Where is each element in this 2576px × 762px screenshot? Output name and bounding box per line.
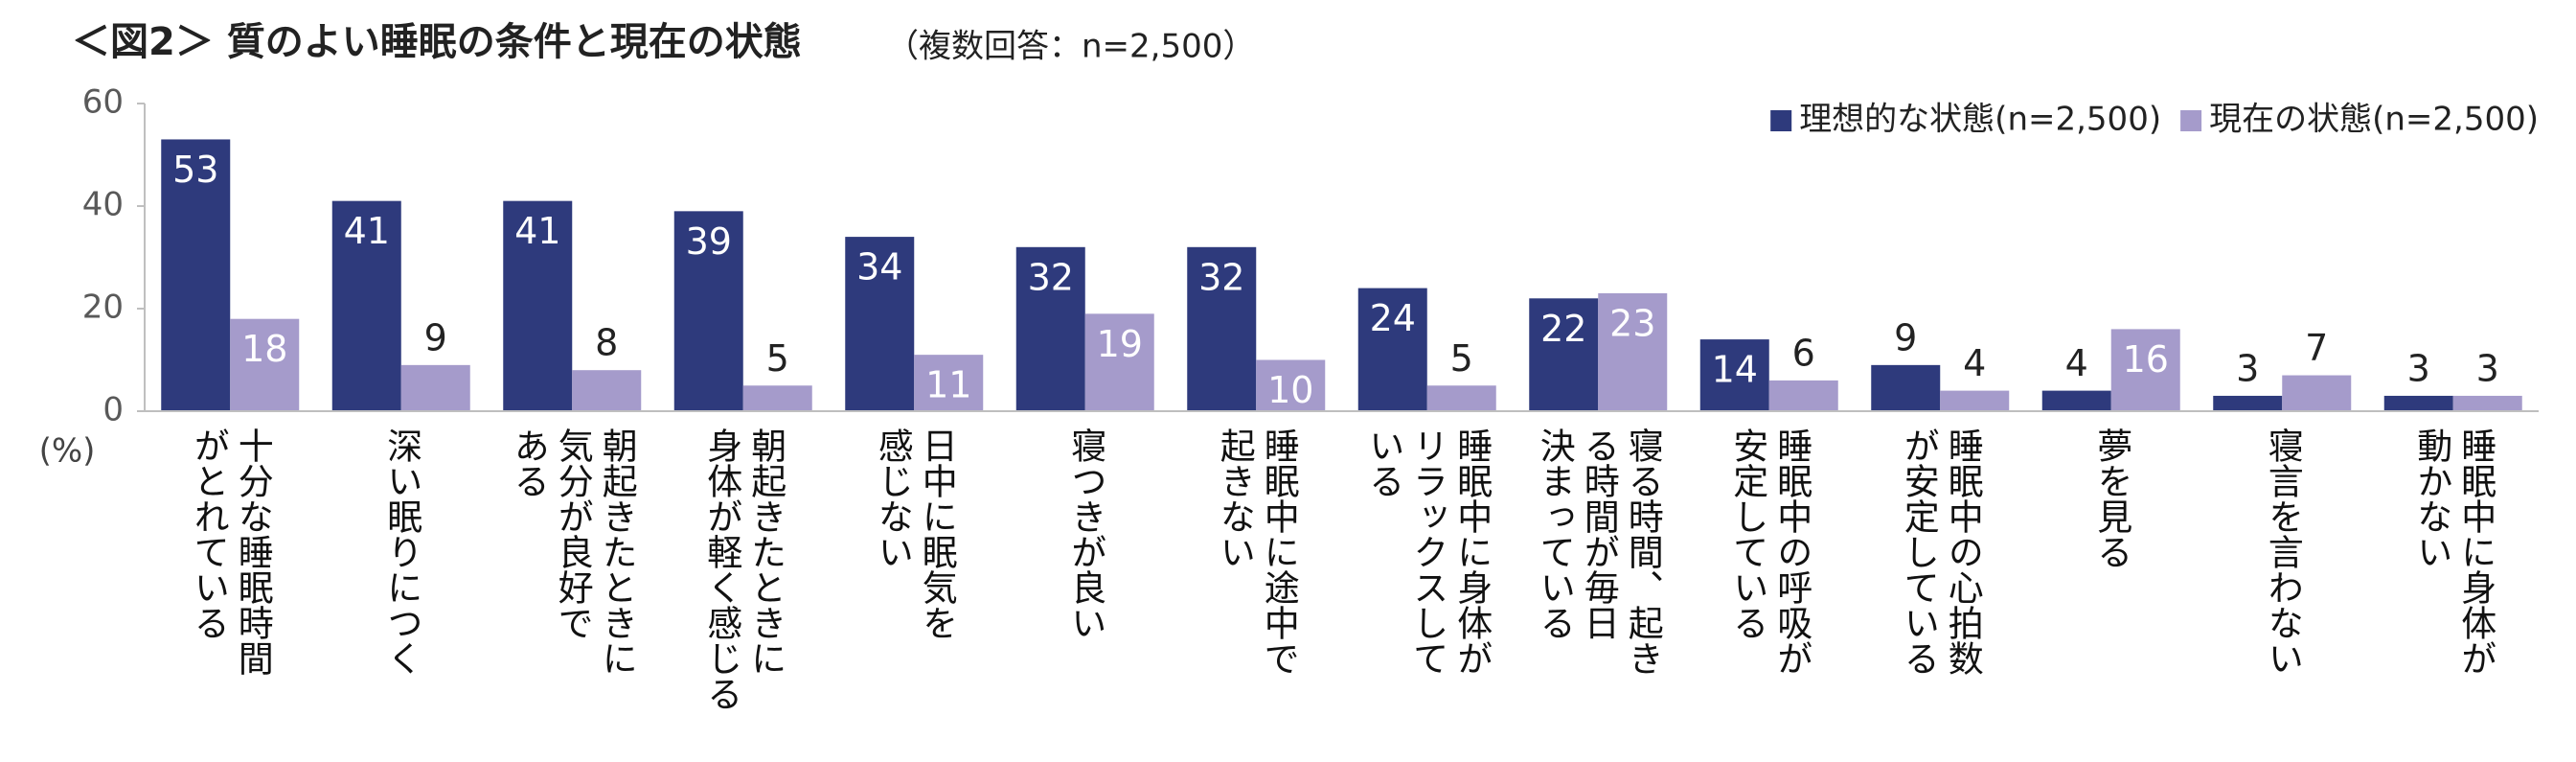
data-label: 14 bbox=[1712, 349, 1758, 391]
bar bbox=[845, 237, 915, 411]
x-tick-label: 朝起きたときに 気分が良好で ある bbox=[508, 427, 638, 676]
x-tick-label: 日中に眠気を 感じない bbox=[872, 427, 958, 640]
bar bbox=[1256, 359, 1326, 411]
data-label: 6 bbox=[1792, 332, 1815, 374]
bar bbox=[331, 200, 401, 411]
y-unit: (%) bbox=[39, 432, 96, 471]
bar bbox=[2282, 375, 2352, 411]
bar bbox=[1598, 292, 1668, 411]
data-label: 7 bbox=[2305, 327, 2328, 369]
data-label: 4 bbox=[2065, 342, 2088, 384]
bar bbox=[1871, 364, 1941, 411]
data-label: 5 bbox=[1450, 337, 1473, 380]
data-label: 18 bbox=[241, 328, 287, 370]
x-tick-label: 睡眠中に途中で 起きない bbox=[1214, 427, 1300, 676]
y-tick-label: 20 bbox=[82, 289, 124, 327]
data-label: 9 bbox=[1894, 316, 1917, 358]
y-tick-label: 0 bbox=[103, 391, 124, 429]
data-label: 32 bbox=[1028, 256, 1074, 298]
bar bbox=[1940, 390, 2010, 411]
bar bbox=[742, 385, 812, 411]
legend-swatch bbox=[2180, 110, 2202, 131]
x-tick-label: 深い眠りにつく bbox=[380, 427, 422, 676]
data-label: 53 bbox=[172, 149, 218, 191]
data-label: 10 bbox=[1267, 369, 1313, 411]
bar bbox=[1426, 385, 1496, 411]
data-label: 16 bbox=[2123, 338, 2169, 381]
bar bbox=[161, 139, 231, 411]
bar bbox=[230, 318, 300, 411]
x-tick-label: 寝言を言わない bbox=[2262, 427, 2304, 676]
x-tick-label: 十分な睡眠時間 がとれている bbox=[188, 427, 274, 676]
bar bbox=[1187, 246, 1257, 411]
x-tick-label: 睡眠中の心拍数 が安定している bbox=[1898, 427, 1984, 676]
bar bbox=[2383, 395, 2453, 411]
legend-label: 理想的な状態(n=2,500) bbox=[1799, 101, 2161, 139]
data-label: 34 bbox=[856, 246, 902, 289]
data-label: 3 bbox=[2236, 347, 2259, 389]
data-label: 3 bbox=[2407, 347, 2430, 389]
bar bbox=[2041, 390, 2111, 411]
x-tick-label: 夢を見る bbox=[2090, 427, 2132, 569]
data-label: 11 bbox=[925, 364, 971, 406]
x-tick-label: 睡眠中の呼吸が 安定している bbox=[1726, 427, 1812, 676]
bar bbox=[572, 370, 642, 411]
x-tick-label: 睡眠中に身体が リラックスして いる bbox=[1362, 427, 1493, 676]
data-label: 4 bbox=[1963, 342, 1986, 384]
bar bbox=[2213, 395, 2283, 411]
bar bbox=[2110, 329, 2180, 411]
data-label: 39 bbox=[686, 220, 732, 263]
bar bbox=[1357, 288, 1427, 411]
x-tick-label: 寝る時間、起き る時間が毎日 決まっている bbox=[1534, 427, 1664, 676]
legend-label: 現在の状態(n=2,500) bbox=[2209, 101, 2539, 139]
bar bbox=[1699, 339, 1769, 411]
y-tick-label: 40 bbox=[82, 186, 124, 224]
bar bbox=[1529, 298, 1599, 411]
data-label: 24 bbox=[1370, 297, 1416, 339]
bar bbox=[1084, 313, 1154, 411]
chart-title: ＜図2＞ 質のよい睡眠の条件と現在の状態 bbox=[72, 20, 802, 64]
bar bbox=[914, 355, 984, 411]
data-label: 32 bbox=[1198, 256, 1244, 298]
data-label: 3 bbox=[2476, 347, 2499, 389]
data-label: 41 bbox=[514, 210, 560, 252]
bar bbox=[673, 211, 743, 411]
data-label: 23 bbox=[1609, 302, 1655, 344]
data-label: 19 bbox=[1097, 323, 1143, 365]
x-tick-label: 寝つきが良い bbox=[1064, 427, 1106, 640]
y-tick-label: 60 bbox=[82, 83, 124, 122]
data-label: 22 bbox=[1540, 308, 1586, 350]
bar bbox=[1768, 380, 1838, 411]
bar bbox=[1015, 246, 1085, 411]
data-label: 41 bbox=[344, 210, 390, 252]
x-tick-label: 朝起きたときに 身体が軽く感じる bbox=[700, 427, 786, 711]
chart-subtitle: （複数回答：n=2,500） bbox=[886, 28, 1255, 66]
bar bbox=[400, 364, 470, 411]
x-tick-label: 睡眠中に身体が 動かない bbox=[2410, 427, 2496, 676]
bar bbox=[2452, 395, 2522, 411]
data-label: 5 bbox=[766, 337, 789, 380]
data-label: 9 bbox=[424, 316, 447, 358]
legend-swatch bbox=[1770, 110, 1792, 131]
data-label: 8 bbox=[595, 322, 618, 364]
bar bbox=[503, 200, 573, 411]
